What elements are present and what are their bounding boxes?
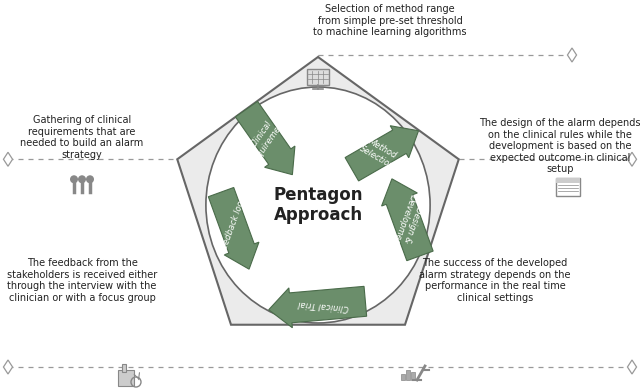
Text: Clinical Trial: Clinical Trial (297, 298, 349, 312)
Text: The success of the developed
alarm strategy depends on the
performance in the re: The success of the developed alarm strat… (419, 258, 571, 303)
FancyBboxPatch shape (307, 69, 329, 85)
Polygon shape (568, 48, 577, 62)
Polygon shape (627, 152, 637, 166)
Polygon shape (627, 360, 637, 374)
Text: Design &
Development: Design & Development (389, 193, 427, 253)
Ellipse shape (206, 87, 430, 323)
Text: Method
Selection: Method Selection (358, 135, 401, 171)
Bar (411, 372, 415, 380)
Text: Pentagon
Approach: Pentagon Approach (273, 186, 363, 224)
Circle shape (86, 175, 94, 183)
Circle shape (78, 175, 86, 183)
Circle shape (70, 175, 78, 183)
Polygon shape (236, 101, 295, 175)
Text: The design of the alarm depends
on the clinical rules while the
development is b: The design of the alarm depends on the c… (479, 118, 640, 174)
Polygon shape (381, 179, 433, 261)
Text: The feedback from the
stakeholders is received either
through the interview with: The feedback from the stakeholders is re… (7, 258, 157, 303)
Text: Feedback loop: Feedback loop (218, 195, 248, 255)
Polygon shape (3, 360, 13, 374)
FancyBboxPatch shape (556, 178, 580, 196)
Bar (118, 370, 134, 386)
Text: Selection of method range
from simple pre-set threshold
to machine learning algo: Selection of method range from simple pr… (313, 4, 467, 37)
Bar (122, 364, 126, 372)
Bar (406, 370, 410, 380)
Polygon shape (269, 286, 367, 328)
Polygon shape (209, 188, 259, 269)
Polygon shape (345, 126, 419, 181)
Polygon shape (3, 152, 13, 166)
Polygon shape (177, 57, 459, 325)
Text: Gathering of clinical
requirements that are
needed to build an alarm
strategy: Gathering of clinical requirements that … (20, 115, 143, 160)
Bar (401, 374, 405, 380)
FancyBboxPatch shape (556, 178, 580, 183)
Text: Clinical
Requirements: Clinical Requirements (241, 108, 291, 167)
